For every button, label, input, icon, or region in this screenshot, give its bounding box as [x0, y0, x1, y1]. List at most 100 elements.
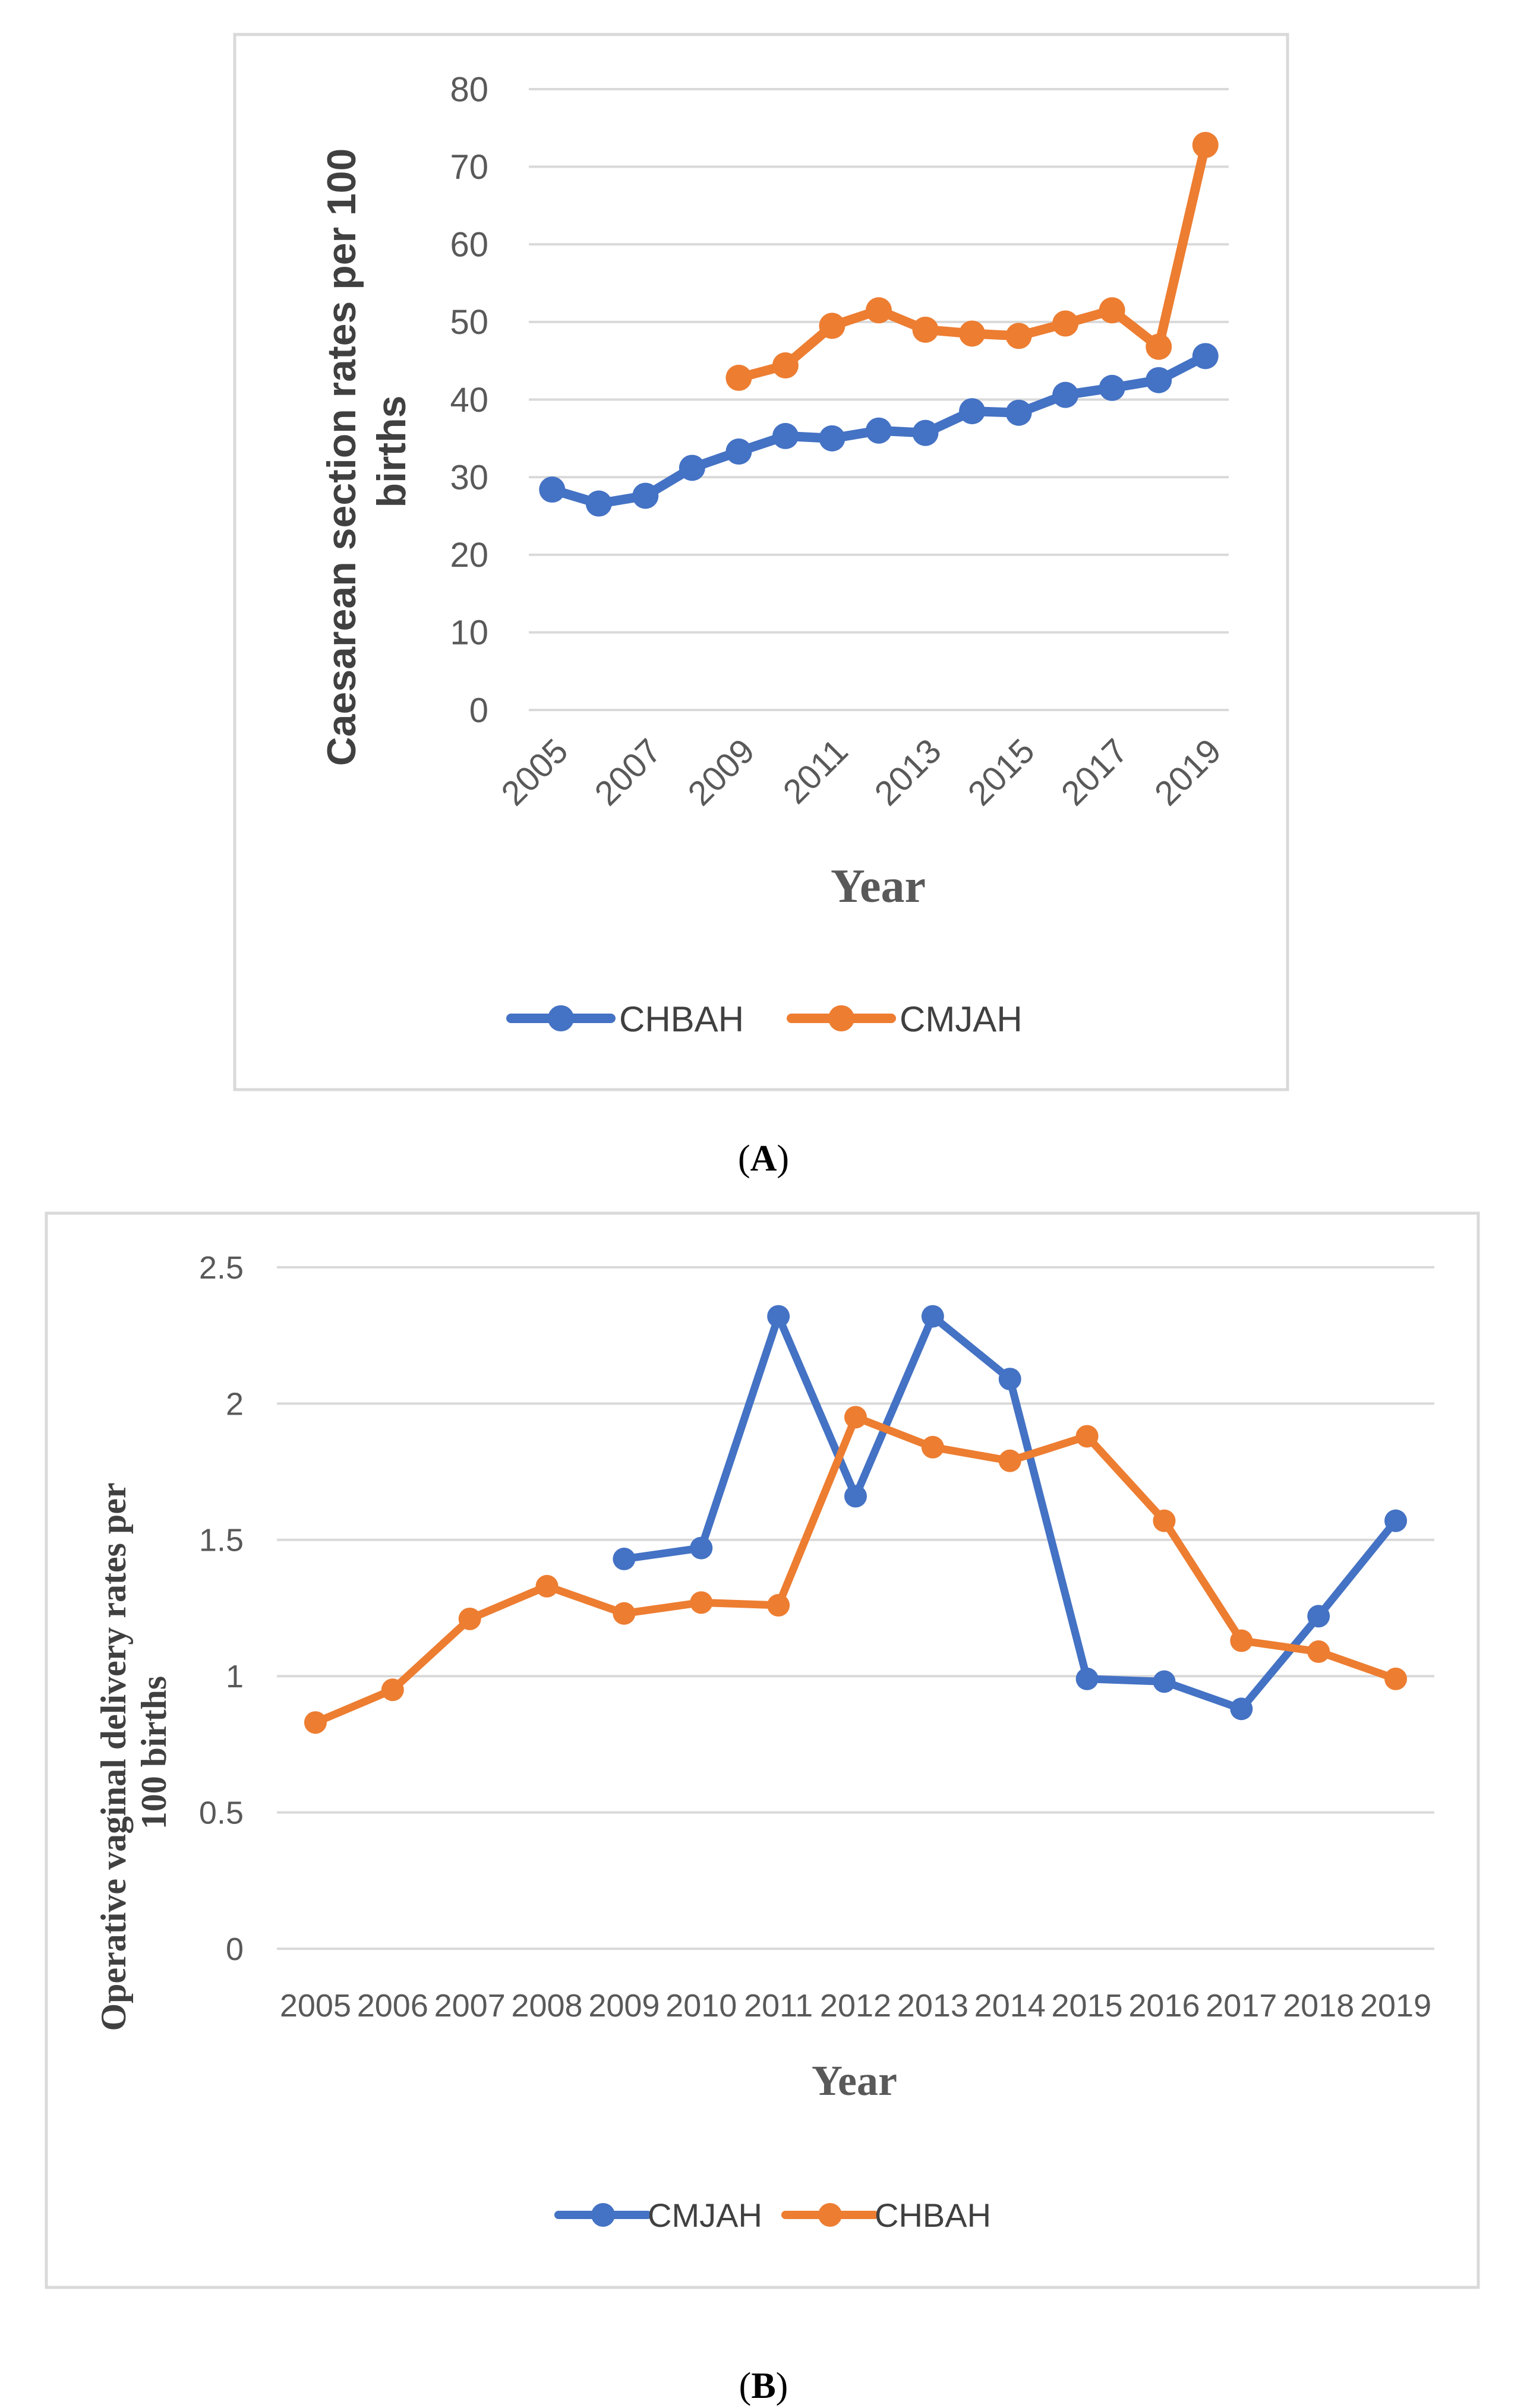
- chart-a-chbah-point-2016: [1052, 381, 1079, 408]
- chart-b-chbah-point-2012: [844, 1406, 867, 1429]
- chart-a-y-tick-label: 20: [450, 536, 488, 575]
- chart-a-cmjah-point-2018: [1146, 333, 1172, 360]
- chart-a-chbah-point-2015: [1005, 399, 1032, 426]
- chart-b-x-tick-label: 2015: [1052, 1988, 1123, 2024]
- chart-a-legend: CHBAH CMJAH: [506, 999, 1023, 1039]
- panel-b-caption-letter: B: [751, 2366, 775, 2406]
- chart-b-x-tick-label: 2006: [357, 1988, 428, 2024]
- chart-b-chbah-point-2005: [304, 1711, 327, 1734]
- chart-b-x-tick-label: 2013: [897, 1988, 968, 2024]
- chart-a-cmjah-point-2016: [1052, 310, 1079, 337]
- panel-b-caption-open: (: [739, 2366, 752, 2406]
- chart-b-legend-cmjah-marker: [591, 2203, 615, 2227]
- chart-a-chbah-point-2013: [912, 419, 939, 446]
- chart-a-cmjah-point-2013: [912, 316, 939, 343]
- chart-a-chbah-point-2012: [866, 417, 892, 444]
- chart-a-y-axis-title: Caesarean section rates per 100 births: [319, 137, 414, 766]
- chart-b-chbah-point-2013: [921, 1435, 944, 1459]
- chart-a-y-ticks: 0 10 20 30 40 50 60 70 80: [450, 70, 488, 730]
- chart-a-chbah-point-2006: [585, 490, 612, 517]
- chart-a-chbah-point-2007: [632, 482, 659, 509]
- chart-b-chbah-point-2017: [1230, 1629, 1253, 1652]
- panel-a-caption: (A): [738, 1138, 789, 1179]
- chart-b-x-tick-label: 2012: [820, 1988, 891, 2024]
- chart-a-y-tick-label: 30: [450, 458, 488, 497]
- chart-a-x-axis-title: Year: [831, 860, 926, 913]
- chart-a-chbah-point-2009: [725, 438, 752, 465]
- chart-b-x-tick-label: 2019: [1360, 1988, 1431, 2024]
- chart-a-chbah-point-2010: [772, 422, 799, 449]
- chart-b-chbah-point-2019: [1384, 1667, 1408, 1690]
- chart-a-cmjah-point-2017: [1099, 297, 1125, 324]
- chart-a-legend-cmjah-marker: [828, 1005, 854, 1031]
- chart-b-series: [304, 1305, 1408, 1734]
- chart-a-y-tick-label: 60: [450, 226, 488, 264]
- chart-b-frame: [45, 1211, 1480, 2289]
- chart-a-y-tick-label: 10: [450, 614, 488, 652]
- panel-a-caption-close: ): [777, 1138, 789, 1179]
- chart-b-y-ticks: 0 0.5 1 1.5 2 2.5: [199, 1250, 244, 1967]
- chart-b-y-tick-label: 1.5: [199, 1523, 244, 1558]
- panel-b-caption: (B): [739, 2366, 788, 2406]
- chart-b-x-tick-label: 2008: [511, 1988, 582, 2024]
- chart-b-cmjah-point-2015: [1075, 1667, 1099, 1690]
- chart-b-chbah-point-2014: [998, 1449, 1021, 1472]
- chart-a-legend-cmjah-label: CMJAH: [900, 999, 1023, 1039]
- chart-a-cmjah-point-2019: [1192, 132, 1219, 159]
- chart-a-y-tick-label: 40: [450, 381, 488, 419]
- chart-b-y-axis-title: Operative vaginal delivery rates per 100…: [94, 1474, 173, 2031]
- chart-b-x-tick-label: 2016: [1128, 1988, 1200, 2024]
- chart-a-legend-chbah-label: CHBAH: [619, 999, 744, 1039]
- chart-b-cmjah-point-2009: [613, 1547, 636, 1570]
- chart-a-y-tick-label: 0: [469, 691, 488, 730]
- chart-b-chbah-point-2007: [458, 1607, 481, 1630]
- chart-a-cmjah-point-2011: [819, 313, 845, 339]
- chart-b-chbah-point-2009: [613, 1602, 636, 1625]
- chart-a-chbah-point-2005: [539, 476, 566, 503]
- chart-b-chbah-point-2006: [381, 1678, 404, 1702]
- chart-a-y-tick-label: 80: [450, 70, 488, 109]
- chart-b-cmjah-point-2012: [844, 1485, 867, 1508]
- chart-b-cmjah-point-2013: [921, 1305, 944, 1328]
- chart-b-x-tick-label: 2010: [665, 1988, 737, 2024]
- chart-b-cmjah-point-2019: [1384, 1509, 1408, 1532]
- chart-a-cmjah-point-2015: [1005, 323, 1032, 349]
- chart-b-y-tick-label: 0: [226, 1932, 244, 1967]
- chart-b-chbah-point-2016: [1153, 1509, 1176, 1532]
- chart-b-chbah-point-2018: [1307, 1640, 1330, 1663]
- chart-b-cmjah-point-2010: [690, 1536, 713, 1560]
- panel-a-caption-letter: A: [750, 1138, 777, 1179]
- chart-a-frame: [233, 33, 1289, 1091]
- chart-b-x-tick-label: 2005: [280, 1988, 351, 2024]
- chart-a-chbah-point-2018: [1146, 367, 1172, 393]
- chart-b-chbah-point-2015: [1075, 1425, 1099, 1448]
- chart-b-chbah-point-2011: [767, 1593, 790, 1617]
- chart-b-legend-chbah-label: CHBAH: [875, 2196, 991, 2234]
- chart-b-legend-cmjah-label: CMJAH: [648, 2196, 762, 2234]
- chart-a-legend-chbah-marker: [548, 1005, 574, 1031]
- chart-b-x-tick-label: 2011: [744, 1988, 813, 2024]
- chart-a-chbah-point-2014: [959, 398, 986, 425]
- chart-b-cmjah-point-2011: [767, 1305, 790, 1328]
- chart-b-x-tick-label: 2007: [434, 1988, 506, 2024]
- chart-a-chbah-point-2011: [819, 425, 845, 452]
- chart-b-cmjah-point-2014: [998, 1368, 1021, 1391]
- chart-b-chbah-point-2008: [535, 1574, 559, 1598]
- chart-a-series: [539, 132, 1219, 517]
- chart-b-y-axis-title-line-2: 100 births: [134, 1676, 173, 1829]
- chart-b-y-tick-label: 0.5: [199, 1795, 244, 1831]
- chart-a-y-axis-title-line-2: births: [369, 396, 414, 508]
- chart-b: 00.511.522.5 2005 2006 2007 2008 2009 2010 201…: [45, 1211, 1480, 2406]
- chart-b-x-ticks: 2005 2006 2007 2008 2009 2010 2011 2012 2013 2014…: [280, 1988, 1431, 2024]
- panel-a-caption-open: (: [738, 1138, 750, 1179]
- chart-a-chbah-point-2019: [1192, 343, 1219, 370]
- chart-b-cmjah-point-2016: [1153, 1670, 1176, 1693]
- chart-b-x-tick-label: 2009: [588, 1988, 660, 2024]
- panel-b-caption-close: ): [776, 2366, 788, 2406]
- chart-b-y-tick-label: 2: [226, 1386, 244, 1422]
- chart-a-y-axis-title-line-1: Caesarean section rates per 100: [319, 149, 364, 766]
- chart-b-y-axis-title-line-1: Operative vaginal delivery rates per: [94, 1483, 133, 2031]
